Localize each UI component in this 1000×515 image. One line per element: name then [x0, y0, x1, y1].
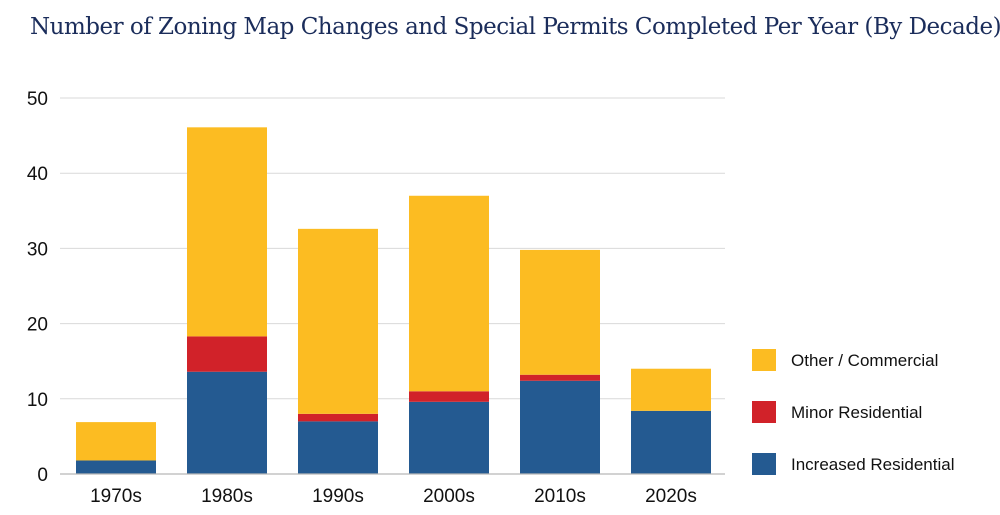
x-tick-label: 2020s: [645, 486, 697, 507]
bar-segment: [520, 249, 600, 375]
gridlines: [60, 97, 725, 400]
legend-swatch: [752, 401, 776, 423]
bar-segment: [298, 413, 378, 422]
bar-segment: [520, 380, 600, 474]
y-tick-label: 30: [27, 239, 48, 260]
bar-segment: [298, 228, 378, 414]
bar-segment: [187, 336, 267, 372]
legend-label: Increased Residential: [791, 455, 954, 474]
bar-segment: [409, 391, 489, 402]
legend-swatch: [752, 349, 776, 371]
legend: Other / Commercial Minor Residential Incre…: [752, 349, 954, 475]
x-tick-label: 2000s: [423, 486, 475, 507]
legend-swatch: [752, 453, 776, 475]
y-tick-label: 0: [37, 465, 48, 486]
x-tick-label: 1980s: [201, 486, 253, 507]
bar-segment: [187, 127, 267, 337]
axes: 0 10 20 30 40 50 1970s 1980s 1990s 2000s 2010s 2020…: [27, 89, 725, 507]
bar-segment: [76, 422, 156, 461]
y-tick-label: 10: [27, 390, 48, 411]
bars: [76, 127, 711, 474]
y-tick-label: 50: [27, 89, 48, 110]
y-tick-label: 20: [27, 315, 48, 336]
x-tick-label: 2010s: [534, 486, 586, 507]
bar-segment: [76, 460, 156, 474]
bar-segment: [187, 371, 267, 474]
x-tick-label: 1970s: [90, 486, 142, 507]
bar-segment: [631, 410, 711, 474]
y-tick-label: 40: [27, 164, 48, 185]
bar-segment: [298, 421, 378, 474]
bar-segment: [409, 195, 489, 392]
chart-title: Number of Zoning Map Changes and Special…: [30, 14, 1000, 40]
legend-label: Other / Commercial: [791, 351, 938, 370]
bar-segment: [409, 401, 489, 474]
bar-segment: [520, 374, 600, 381]
bar-segment: [631, 368, 711, 411]
x-tick-label: 1990s: [312, 486, 364, 507]
legend-label: Minor Residential: [791, 403, 922, 422]
